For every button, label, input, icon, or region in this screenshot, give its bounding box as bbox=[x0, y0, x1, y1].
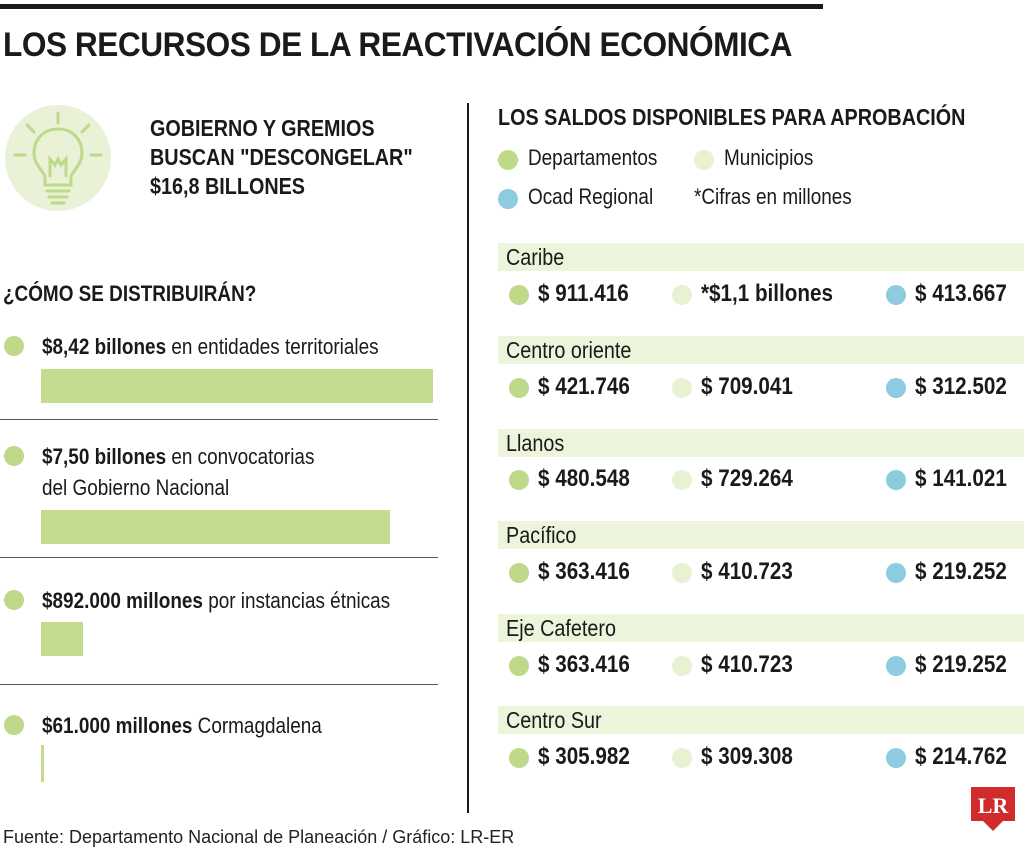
mun-dot bbox=[672, 378, 692, 398]
item-amount: $7,50 billones bbox=[42, 444, 167, 469]
headline: GOBIERNO Y GREMIOS BUSCAN "DESCONGELAR" … bbox=[150, 114, 413, 201]
region-band: Caribe bbox=[498, 243, 1024, 271]
value-departamentos: $ 421.746 bbox=[538, 373, 630, 400]
column-divider bbox=[467, 103, 469, 813]
mun-dot bbox=[672, 656, 692, 676]
divider bbox=[0, 557, 438, 558]
ocad-dot bbox=[886, 563, 906, 583]
divider bbox=[0, 419, 438, 420]
distribution-item-1: $8,42 billones en entidades territoriale… bbox=[42, 331, 379, 362]
region-name: Eje Cafetero bbox=[506, 615, 616, 641]
distribution-title: ¿CÓMO SE DISTRIBUIRÁN? bbox=[3, 281, 257, 306]
region-band: Eje Cafetero bbox=[498, 614, 1024, 642]
value-ocad: $ 312.502 bbox=[915, 373, 1007, 400]
ocad-dot bbox=[886, 378, 906, 398]
headline-line-1: GOBIERNO Y GREMIOS bbox=[150, 115, 375, 141]
page-title: LOS RECURSOS DE LA REACTIVACIÓN ECONÓMIC… bbox=[3, 26, 793, 64]
lr-logo: LR bbox=[971, 787, 1015, 831]
value-ocad: $ 141.021 bbox=[915, 465, 1007, 492]
region-name: Centro oriente bbox=[506, 337, 632, 363]
top-rule bbox=[0, 4, 823, 9]
value-ocad: $ 413.667 bbox=[915, 280, 1007, 307]
region-name: Caribe bbox=[506, 244, 565, 270]
ocad-dot bbox=[886, 748, 906, 768]
item-bullet bbox=[4, 336, 24, 356]
ocad-dot bbox=[886, 470, 906, 490]
bar-track bbox=[41, 622, 433, 656]
value-departamentos: $ 363.416 bbox=[538, 558, 630, 585]
value-departamentos: $ 305.982 bbox=[538, 743, 630, 770]
item-bullet bbox=[4, 715, 24, 735]
value-municipios: $ 729.264 bbox=[701, 465, 793, 492]
item-description-2: del Gobierno Nacional bbox=[42, 475, 230, 500]
value-ocad: $ 219.252 bbox=[915, 558, 1007, 585]
divider bbox=[0, 684, 438, 685]
mun-dot bbox=[672, 470, 692, 490]
value-ocad: $ 214.762 bbox=[915, 743, 1007, 770]
bar-entidades-territoriales bbox=[41, 369, 433, 403]
item-description: Cormagdalena bbox=[197, 713, 322, 738]
dep-dot bbox=[509, 563, 529, 583]
logo-text: LR bbox=[978, 793, 1010, 818]
region-band: Centro oriente bbox=[498, 336, 1024, 364]
legend-note: *Cifras en millones bbox=[694, 184, 852, 209]
item-amount: $8,42 billones bbox=[42, 334, 167, 359]
legend-municipios: Municipios bbox=[724, 145, 814, 170]
item-bullet bbox=[4, 446, 24, 466]
region-band: Pacífico bbox=[498, 521, 1024, 549]
dep-dot bbox=[509, 378, 529, 398]
legend-dot-departamentos bbox=[498, 150, 518, 170]
bar-convocatorias bbox=[41, 510, 390, 544]
mun-dot bbox=[672, 285, 692, 305]
value-municipios: *$1,1 billones bbox=[701, 280, 833, 307]
legend-dot-municipios bbox=[694, 150, 714, 170]
value-municipios: $ 709.041 bbox=[701, 373, 793, 400]
item-amount: $61.000 millones bbox=[42, 713, 193, 738]
item-bullet bbox=[4, 590, 24, 610]
value-municipios: $ 410.723 bbox=[701, 558, 793, 585]
distribution-item-2: $7,50 billones en convocatorias del Gobi… bbox=[42, 441, 314, 503]
mun-dot bbox=[672, 563, 692, 583]
lightbulb-icon bbox=[5, 105, 111, 211]
value-departamentos: $ 363.416 bbox=[538, 651, 630, 678]
region-name: Centro Sur bbox=[506, 707, 602, 733]
dep-dot bbox=[509, 285, 529, 305]
headline-line-3: $16,8 BILLONES bbox=[150, 173, 306, 199]
item-description: en entidades territoriales bbox=[171, 334, 379, 359]
value-municipios: $ 309.308 bbox=[701, 743, 793, 770]
source-credit: Fuente: Departamento Nacional de Planeac… bbox=[3, 827, 515, 847]
value-departamentos: $ 480.548 bbox=[538, 465, 630, 492]
ocad-dot bbox=[886, 285, 906, 305]
headline-line-2: BUSCAN "DESCONGELAR" bbox=[150, 144, 413, 170]
legend-ocad: Ocad Regional bbox=[528, 184, 654, 209]
dep-dot bbox=[509, 470, 529, 490]
bar-track bbox=[41, 369, 433, 403]
value-ocad: $ 219.252 bbox=[915, 651, 1007, 678]
ocad-dot bbox=[886, 656, 906, 676]
item-description: por instancias étnicas bbox=[208, 588, 391, 613]
dep-dot bbox=[509, 656, 529, 676]
bar-track bbox=[41, 745, 433, 782]
region-name: Pacífico bbox=[506, 522, 577, 548]
dep-dot bbox=[509, 748, 529, 768]
balances-title: LOS SALDOS DISPONIBLES PARA APROBACIÓN bbox=[498, 104, 966, 130]
region-band: Llanos bbox=[498, 429, 1024, 457]
value-departamentos: $ 911.416 bbox=[538, 280, 629, 307]
mun-dot bbox=[672, 748, 692, 768]
bar-track bbox=[41, 510, 433, 544]
region-name: Llanos bbox=[506, 430, 565, 456]
legend-departamentos: Departamentos bbox=[528, 145, 658, 170]
value-municipios: $ 410.723 bbox=[701, 651, 793, 678]
legend-dot-ocad bbox=[498, 189, 518, 209]
item-description: en convocatorias bbox=[171, 444, 315, 469]
distribution-item-3: $892.000 millones por instancias étnicas bbox=[42, 585, 390, 616]
bar-instancias-etnicas bbox=[41, 622, 83, 656]
distribution-item-4: $61.000 millones Cormagdalena bbox=[42, 710, 322, 741]
bar-cormagdalena bbox=[41, 745, 44, 782]
item-amount: $892.000 millones bbox=[42, 588, 203, 613]
region-band: Centro Sur bbox=[498, 706, 1024, 734]
